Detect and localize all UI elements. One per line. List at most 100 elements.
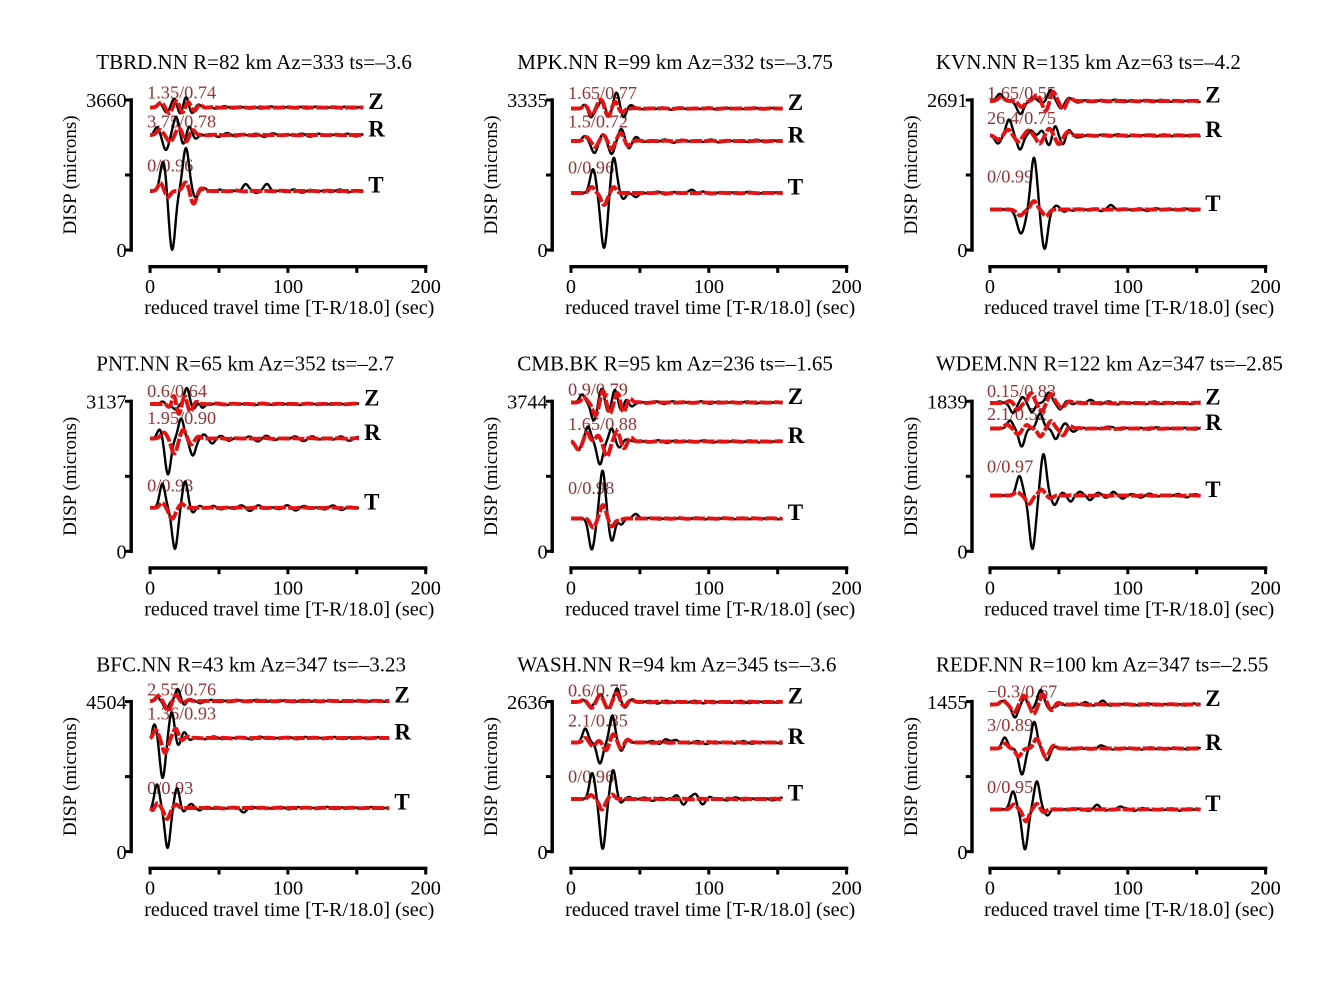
svg-text:200: 200 [410, 878, 440, 900]
svg-text:Z: Z [394, 683, 409, 708]
svg-text:BFC.NN R=43 km Az=347 ts=–3.23: BFC.NN R=43 km Az=347 ts=–3.23 [96, 652, 406, 676]
svg-text:200: 200 [1250, 577, 1280, 599]
svg-text:Z: Z [788, 90, 803, 115]
svg-text:3/0.89: 3/0.89 [987, 715, 1033, 735]
svg-text:reduced travel time [T-R/18.0]: reduced travel time [T-R/18.0] (sec) [984, 297, 1274, 319]
svg-text:0/0.98: 0/0.98 [568, 478, 614, 498]
svg-text:T: T [1205, 191, 1220, 216]
svg-text:R: R [368, 117, 385, 142]
svg-text:0: 0 [538, 542, 548, 564]
svg-text:MPK.NN R=99 km Az=332 ts=–3.75: MPK.NN R=99 km Az=332 ts=–3.75 [517, 50, 833, 74]
svg-text:Z: Z [368, 89, 383, 114]
svg-text:0: 0 [957, 542, 967, 564]
svg-text:0: 0 [117, 842, 127, 864]
svg-text:1.35/0.74: 1.35/0.74 [147, 82, 216, 102]
svg-text:200: 200 [1250, 878, 1280, 900]
svg-text:T: T [788, 500, 803, 525]
svg-text:3660: 3660 [86, 90, 127, 112]
svg-text:0/0.99: 0/0.99 [987, 167, 1033, 187]
svg-text:PNT.NN R=65 km Az=352 ts=–2.7: PNT.NN R=65 km Az=352 ts=–2.7 [96, 352, 394, 376]
svg-text:0: 0 [117, 240, 127, 262]
svg-text:R: R [1205, 117, 1222, 142]
svg-text:T: T [1205, 477, 1220, 502]
svg-text:T: T [788, 781, 803, 806]
svg-text:T: T [394, 790, 409, 815]
svg-text:1455: 1455 [927, 692, 968, 714]
svg-text:WDEM.NN R=122 km Az=347 ts=–2.: WDEM.NN R=122 km Az=347 ts=–2.85 [936, 352, 1283, 376]
svg-text:0/0.96: 0/0.96 [147, 156, 193, 176]
svg-text:DISP (microns): DISP (microns) [481, 417, 502, 536]
svg-text:2636: 2636 [507, 692, 548, 714]
svg-text:3744: 3744 [507, 392, 548, 414]
svg-text:0: 0 [566, 276, 576, 298]
svg-text:DISP (microns): DISP (microns) [481, 115, 502, 234]
svg-text:200: 200 [410, 577, 440, 599]
svg-text:Z: Z [364, 386, 379, 411]
svg-text:0: 0 [985, 276, 995, 298]
svg-text:0: 0 [145, 878, 155, 900]
svg-text:200: 200 [831, 878, 861, 900]
svg-text:0: 0 [566, 878, 576, 900]
svg-text:reduced travel time [T-R/18.0]: reduced travel time [T-R/18.0] (sec) [565, 599, 855, 621]
svg-text:Z: Z [1205, 83, 1220, 108]
svg-text:0: 0 [117, 542, 127, 564]
svg-text:DISP (microns): DISP (microns) [901, 717, 922, 836]
svg-text:TBRD.NN R=82 km Az=333 ts=–3.6: TBRD.NN R=82 km Az=333 ts=–3.6 [96, 50, 412, 74]
svg-text:DISP (microns): DISP (microns) [481, 717, 502, 836]
svg-text:100: 100 [273, 577, 303, 599]
svg-text:200: 200 [1250, 276, 1280, 298]
svg-text:0.6/0.75: 0.6/0.75 [568, 680, 628, 700]
svg-text:0: 0 [957, 240, 967, 262]
svg-text:Z: Z [788, 684, 803, 709]
svg-text:4504: 4504 [86, 692, 127, 714]
svg-text:Z: Z [788, 384, 803, 409]
svg-text:0.6/0.64: 0.6/0.64 [147, 381, 207, 401]
svg-text:R: R [394, 720, 411, 745]
svg-text:100: 100 [273, 276, 303, 298]
svg-text:reduced travel time [T-R/18.0]: reduced travel time [T-R/18.0] (sec) [984, 599, 1274, 621]
svg-text:T: T [1205, 791, 1220, 816]
svg-text:R: R [364, 420, 381, 445]
svg-text:0: 0 [145, 276, 155, 298]
svg-text:R: R [788, 123, 805, 148]
svg-text:KVN.NN R=135 km Az=63 ts=–4.2: KVN.NN R=135 km Az=63 ts=–4.2 [936, 50, 1241, 74]
svg-text:R: R [788, 724, 805, 749]
svg-text:WASH.NN R=94 km Az=345 ts=–3.6: WASH.NN R=94 km Az=345 ts=–3.6 [517, 652, 836, 676]
svg-text:100: 100 [1113, 577, 1143, 599]
svg-text:100: 100 [694, 878, 724, 900]
svg-text:100: 100 [1113, 276, 1143, 298]
svg-text:100: 100 [694, 577, 724, 599]
svg-text:2.1/0.52: 2.1/0.52 [987, 404, 1047, 424]
svg-text:T: T [368, 173, 383, 198]
svg-text:1.65/0.88: 1.65/0.88 [568, 414, 637, 434]
svg-text:0.15/0.83: 0.15/0.83 [987, 381, 1056, 401]
svg-text:0: 0 [985, 878, 995, 900]
svg-text:1.5/0.72: 1.5/0.72 [568, 111, 628, 131]
svg-text:1839: 1839 [927, 392, 968, 414]
svg-text:R: R [1205, 410, 1222, 435]
svg-text:0: 0 [957, 842, 967, 864]
svg-text:100: 100 [694, 276, 724, 298]
svg-text:reduced travel time [T-R/18.0]: reduced travel time [T-R/18.0] (sec) [984, 899, 1274, 921]
svg-text:0: 0 [145, 577, 155, 599]
svg-text:R: R [788, 423, 805, 448]
svg-text:Z: Z [1205, 686, 1220, 711]
svg-text:reduced travel time [T-R/18.0]: reduced travel time [T-R/18.0] (sec) [144, 599, 434, 621]
svg-text:DISP (microns): DISP (microns) [60, 115, 81, 234]
svg-text:100: 100 [1113, 878, 1143, 900]
svg-text:R: R [1205, 730, 1222, 755]
svg-text:0/0.97: 0/0.97 [987, 456, 1033, 476]
svg-text:200: 200 [831, 276, 861, 298]
svg-text:3137: 3137 [86, 392, 127, 414]
svg-text:T: T [364, 489, 379, 514]
svg-text:DISP (microns): DISP (microns) [901, 115, 922, 234]
svg-text:200: 200 [831, 577, 861, 599]
svg-text:DISP (microns): DISP (microns) [60, 417, 81, 536]
svg-text:DISP (microns): DISP (microns) [901, 417, 922, 536]
svg-text:reduced travel time [T-R/18.0]: reduced travel time [T-R/18.0] (sec) [565, 899, 855, 921]
svg-text:0: 0 [566, 577, 576, 599]
svg-text:1.36/0.93: 1.36/0.93 [147, 703, 216, 723]
svg-text:REDF.NN R=100 km Az=347 ts=–2.: REDF.NN R=100 km Az=347 ts=–2.55 [936, 652, 1269, 676]
svg-text:200: 200 [410, 276, 440, 298]
svg-text:2.1/0.85: 2.1/0.85 [568, 711, 628, 731]
